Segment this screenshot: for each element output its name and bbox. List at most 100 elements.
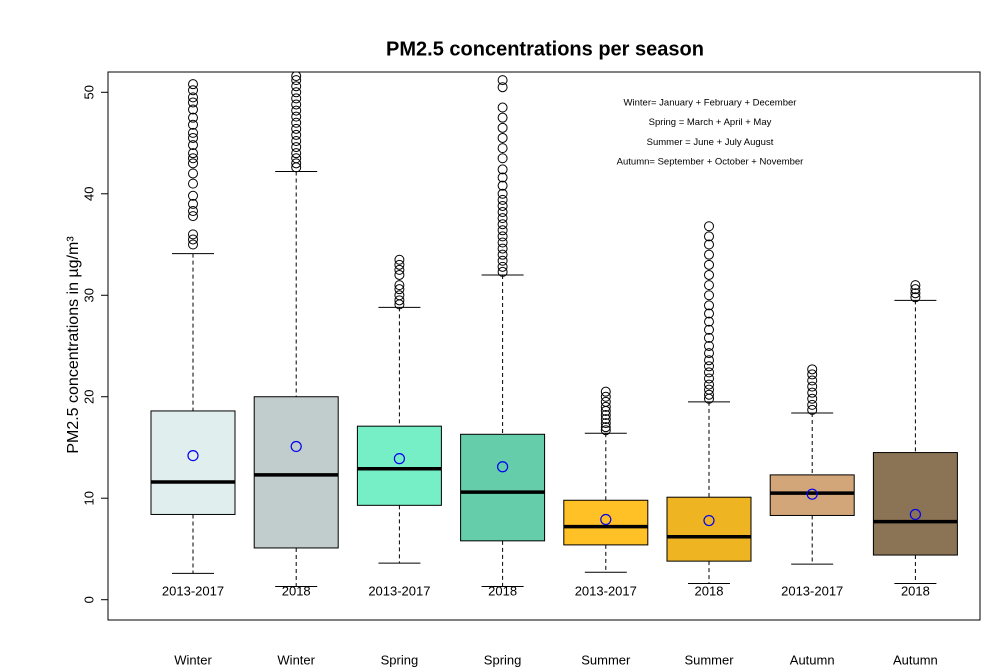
outlier xyxy=(910,280,921,291)
outlier xyxy=(807,369,818,380)
outlier xyxy=(188,127,198,138)
x-tick-label: Summer xyxy=(581,652,631,667)
box-group xyxy=(666,221,752,584)
outlier xyxy=(188,234,198,245)
box xyxy=(460,433,546,542)
outlier xyxy=(704,367,714,378)
mean xyxy=(703,514,715,527)
group-label: 2013-2017 xyxy=(781,583,843,598)
outlier xyxy=(291,93,302,104)
outlier xyxy=(497,82,508,93)
outlier xyxy=(807,387,818,398)
outlier xyxy=(704,384,714,395)
outlier xyxy=(497,153,508,164)
outlier xyxy=(394,295,405,306)
outlier xyxy=(188,239,198,250)
outlier xyxy=(497,194,508,205)
outlier xyxy=(291,105,302,116)
outlier xyxy=(291,123,302,134)
outlier xyxy=(394,284,405,295)
outlier xyxy=(188,140,198,151)
outlier xyxy=(188,198,198,209)
outlier xyxy=(807,375,818,386)
outlier xyxy=(497,143,508,154)
outlier xyxy=(291,142,302,153)
mean xyxy=(806,488,818,500)
outlier xyxy=(291,99,302,110)
mean xyxy=(497,461,509,473)
x-tick-label: Winter xyxy=(174,652,212,667)
outlier xyxy=(188,104,198,115)
outlier xyxy=(497,255,508,266)
mean xyxy=(187,450,199,462)
outlier xyxy=(188,132,198,143)
group-label: 2018 xyxy=(488,583,517,598)
outlier xyxy=(704,239,714,250)
outlier xyxy=(497,237,508,248)
outlier xyxy=(394,269,405,280)
outlier xyxy=(600,422,611,433)
outlier xyxy=(188,92,198,103)
box-group xyxy=(769,364,855,565)
box xyxy=(666,496,752,562)
box xyxy=(769,474,855,516)
outlier xyxy=(497,75,508,86)
y-tick-label: 10 xyxy=(81,491,96,505)
outlier xyxy=(704,231,714,242)
group-label: 2018 xyxy=(901,583,930,598)
box xyxy=(356,425,442,506)
outlier xyxy=(188,85,198,96)
y-axis-label: PM2.5 concentrations in µg/m³ xyxy=(65,236,82,454)
outlier xyxy=(497,112,508,123)
outlier xyxy=(291,148,302,159)
box-group xyxy=(356,254,442,564)
box xyxy=(150,410,236,515)
outlier xyxy=(291,129,302,140)
outlier xyxy=(188,112,198,123)
outlier xyxy=(600,396,611,407)
annotation: Summer = June + July August xyxy=(647,137,774,148)
outlier xyxy=(704,290,714,301)
outlier xyxy=(188,97,198,108)
x-tick-label: Autumn xyxy=(790,652,835,667)
outlier xyxy=(291,158,302,169)
outlier xyxy=(291,117,302,128)
box xyxy=(563,499,649,546)
outlier xyxy=(704,324,714,335)
outlier xyxy=(394,259,405,270)
box-group xyxy=(563,386,649,573)
outlier xyxy=(497,102,508,113)
y-tick-label: 30 xyxy=(81,288,96,302)
mean xyxy=(393,453,405,465)
x-tick-label: Summer xyxy=(684,652,734,667)
outlier xyxy=(704,308,714,319)
outlier xyxy=(497,213,508,224)
outlier xyxy=(188,79,198,90)
group-label: 2013-2017 xyxy=(368,583,430,598)
outlier xyxy=(497,172,508,183)
outlier xyxy=(807,364,818,375)
outlier xyxy=(600,414,611,425)
outlier xyxy=(291,72,302,82)
box-group xyxy=(872,280,958,584)
outlier xyxy=(497,122,508,133)
plot-frame xyxy=(107,71,981,621)
outlier xyxy=(910,292,921,303)
outlier xyxy=(497,164,508,175)
outlier xyxy=(704,379,714,390)
outlier xyxy=(188,119,198,130)
outlier xyxy=(704,389,714,400)
annotation: Winter= January + February + December xyxy=(624,98,797,109)
outlier xyxy=(497,231,508,242)
outlier xyxy=(497,266,508,277)
outlier xyxy=(188,148,198,159)
outlier xyxy=(188,190,198,201)
outlier xyxy=(910,288,921,299)
group-label: 2013-2017 xyxy=(162,583,224,598)
outlier xyxy=(291,75,302,86)
outlier xyxy=(704,259,714,270)
y-tick-label: 0 xyxy=(81,596,96,603)
chart-title: PM2.5 concentrations per season xyxy=(386,38,704,60)
outlier xyxy=(600,401,611,412)
